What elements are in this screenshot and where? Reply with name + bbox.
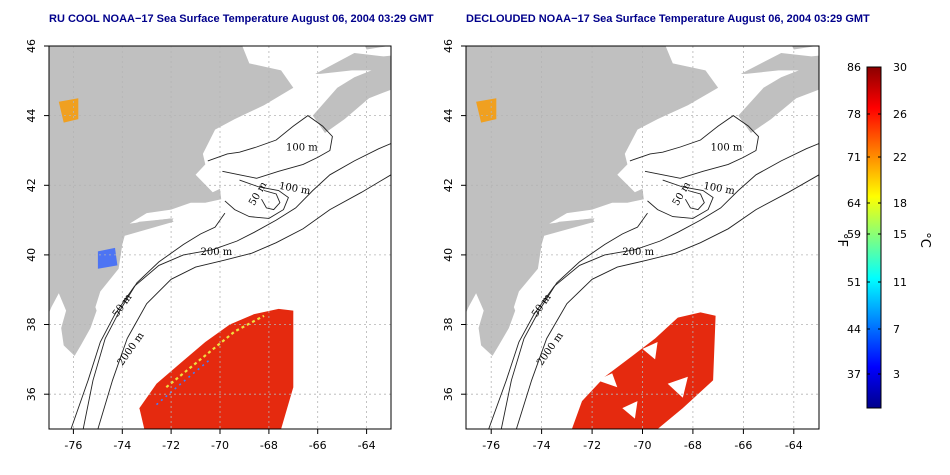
y-tick-label: 36 [442, 387, 455, 401]
contour-200m [70, 143, 391, 429]
x-tick-label: -74 [533, 439, 551, 452]
contour-label: 200 m [622, 247, 654, 258]
colorbar: °F °C 86 78 71 64 59 51 44 37 30 26 22 18 15 11 7 3 [834, 61, 932, 409]
x-tick-label: -64 [358, 439, 376, 452]
y-tick-label: 38 [442, 318, 455, 332]
long-island [124, 218, 174, 234]
colorbar-tick-f: 86 [847, 61, 861, 74]
colorbar-tick-c: 30 [893, 61, 907, 74]
y-tick-label: 46 [442, 39, 455, 53]
fahrenheit-label: °F [834, 233, 849, 247]
sst-region [571, 312, 716, 429]
contour-100m-a [207, 115, 333, 179]
x-tick-label: -70 [211, 439, 229, 452]
x-tick-label: -70 [634, 439, 652, 452]
colorbar-tick-c: 18 [893, 197, 907, 210]
cloud-gap [667, 376, 688, 398]
contour-label: 100 m [702, 181, 736, 197]
contour-200m [488, 143, 819, 429]
x-tick-label: -74 [113, 439, 131, 452]
cloud-gap [622, 401, 638, 419]
contour-50m-coastal [82, 212, 226, 429]
contour-50m-coastal [500, 212, 648, 429]
y-tick-label: 36 [25, 387, 38, 401]
contour-label: 200 m [201, 247, 233, 258]
y-tick-label: 38 [25, 318, 38, 332]
x-tick-label: -76 [482, 439, 500, 452]
colorbar-tick-c: 3 [893, 368, 900, 381]
contour-100m-b [647, 179, 714, 219]
colorbar-tick-f: 64 [847, 197, 861, 210]
sst-region [139, 308, 294, 429]
colorbar-tick-f: 71 [847, 151, 861, 164]
colorbar-tick-f: 44 [847, 323, 861, 336]
long-island [544, 218, 595, 234]
colorbar-tick-f: 59 [847, 228, 861, 241]
contour-50m [261, 190, 281, 211]
y-tick-label: 46 [25, 39, 38, 53]
us-landmass [49, 46, 294, 356]
contour-label: 100 m [286, 143, 318, 154]
cloud-gap [597, 373, 618, 388]
y-tick-label: 40 [25, 248, 38, 262]
x-tick-label: -66 [309, 439, 327, 452]
colorbar-tick-f: 78 [847, 108, 861, 121]
celsius-label: °C [917, 232, 932, 248]
y-tick-label: 44 [442, 109, 455, 123]
contour-2000m [97, 174, 391, 429]
y-tick-label: 44 [25, 109, 38, 123]
colorbar-tick-c: 11 [893, 276, 907, 289]
colorbar-tick-f: 37 [847, 368, 861, 381]
cloud-gap [642, 342, 658, 360]
y-tick-label: 40 [442, 248, 455, 262]
right-panel-title: DECLOUDED NOAA−17 Sea Surface Temperatur… [466, 13, 870, 25]
contour-50m [685, 190, 705, 211]
coastal-cool-patch [97, 247, 118, 269]
northern-land [792, 46, 817, 50]
x-tick-label: -66 [734, 439, 752, 452]
northern-land [364, 46, 389, 50]
colorbar-tick-f: 51 [847, 276, 861, 289]
nova-scotia [738, 53, 819, 133]
us-landmass [466, 46, 719, 356]
x-tick-label: -68 [684, 439, 702, 452]
colorbar-tick-c: 26 [893, 108, 907, 121]
y-tick-label: 42 [25, 178, 38, 192]
x-tick-label: -72 [162, 439, 180, 452]
y-tick-label: 42 [442, 178, 455, 192]
contour-2000m [515, 174, 819, 429]
colorbar-tick-c: 7 [893, 323, 900, 336]
x-tick-label: -76 [64, 439, 82, 452]
contour-100m-b [224, 179, 289, 219]
contour-label: 100 m [278, 181, 312, 197]
colorbar-tick-c: 22 [893, 151, 907, 164]
nova-scotia [312, 53, 391, 133]
x-tick-label: -68 [260, 439, 278, 452]
colorbar-gradient [866, 66, 882, 409]
x-tick-label: -64 [785, 439, 803, 452]
contour-label: 100 m [711, 143, 743, 154]
colorbar-tick-c: 15 [893, 228, 907, 241]
x-tick-label: -72 [583, 439, 601, 452]
left-panel-title: RU COOL NOAA−17 Sea Surface Temperature … [49, 13, 434, 25]
contour-100m-a [629, 115, 759, 179]
cloud-edge-yellow [165, 314, 265, 389]
